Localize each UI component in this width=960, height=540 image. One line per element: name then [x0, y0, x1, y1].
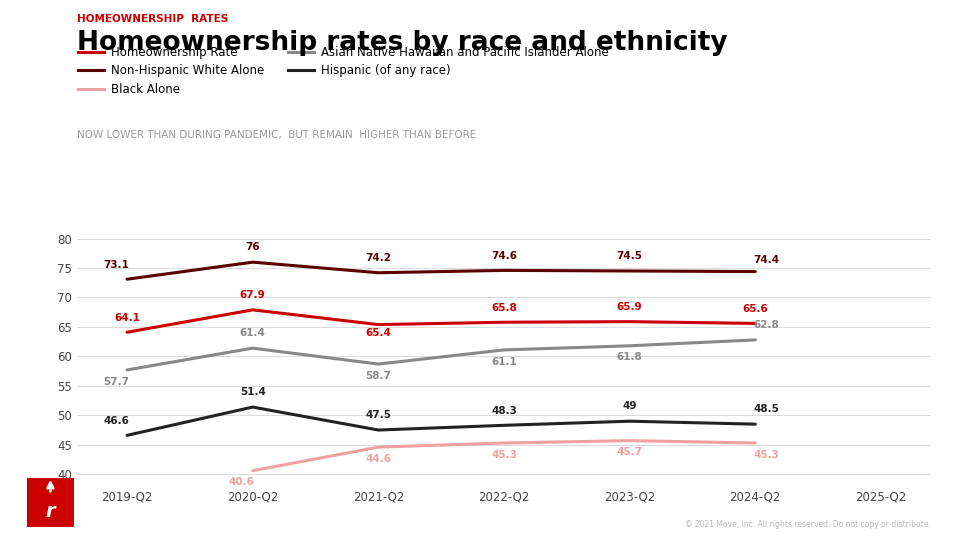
Text: 44.6: 44.6: [366, 454, 392, 464]
Text: 74.2: 74.2: [366, 253, 392, 263]
Text: 65.9: 65.9: [617, 302, 642, 312]
Text: 49: 49: [622, 401, 636, 411]
Text: 64.1: 64.1: [114, 313, 140, 322]
Text: 48.3: 48.3: [492, 406, 516, 416]
Text: 61.4: 61.4: [240, 328, 266, 339]
Text: 74.6: 74.6: [491, 251, 517, 261]
Text: 47.5: 47.5: [366, 410, 392, 420]
Text: 45.3: 45.3: [754, 450, 780, 460]
Text: 45.3: 45.3: [492, 450, 516, 460]
Text: 76: 76: [246, 242, 260, 252]
Text: r: r: [45, 502, 56, 522]
Text: 67.9: 67.9: [240, 290, 266, 300]
Text: 73.1: 73.1: [103, 260, 129, 269]
Text: 74.5: 74.5: [616, 251, 642, 261]
Text: © 2021 Move, Inc. All rights reserved. Do not copy or distribute.: © 2021 Move, Inc. All rights reserved. D…: [685, 520, 931, 529]
FancyBboxPatch shape: [27, 478, 74, 526]
Text: 62.8: 62.8: [754, 320, 780, 330]
Text: 58.7: 58.7: [366, 371, 392, 381]
Text: Homeownership rates by race and ethnicity: Homeownership rates by race and ethnicit…: [77, 30, 728, 56]
Text: NOW LOWER THAN DURING PANDEMIC,  BUT REMAIN  HIGHER THAN BEFORE: NOW LOWER THAN DURING PANDEMIC, BUT REMA…: [77, 130, 476, 140]
Text: 61.8: 61.8: [616, 353, 642, 362]
Text: 40.6: 40.6: [228, 477, 254, 488]
Text: 65.4: 65.4: [366, 328, 392, 339]
Text: 65.6: 65.6: [742, 303, 768, 314]
Text: 45.7: 45.7: [616, 447, 642, 457]
Legend: Homeownership Rate, Non-Hispanic White Alone, Black Alone, Asian Native Hawaiian: Homeownership Rate, Non-Hispanic White A…: [79, 46, 610, 96]
Text: HOMEOWNERSHIP  RATES: HOMEOWNERSHIP RATES: [77, 14, 228, 24]
Text: 48.5: 48.5: [754, 404, 780, 414]
Text: 61.1: 61.1: [492, 356, 516, 367]
Text: 51.4: 51.4: [240, 387, 266, 397]
Text: 74.4: 74.4: [754, 255, 780, 265]
Text: 46.6: 46.6: [103, 416, 129, 426]
Text: 57.7: 57.7: [103, 376, 129, 387]
Text: 65.8: 65.8: [492, 302, 516, 313]
